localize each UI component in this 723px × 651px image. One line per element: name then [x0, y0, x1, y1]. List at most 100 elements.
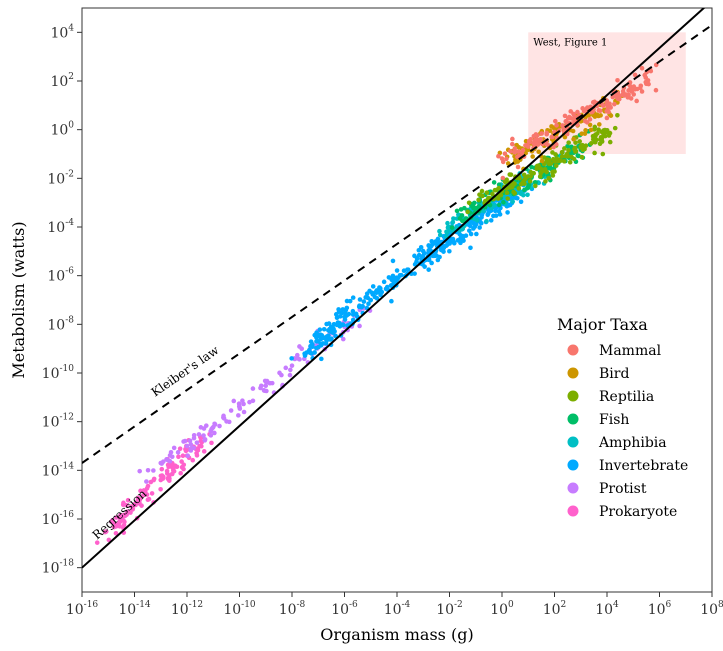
data-point: [175, 450, 181, 455]
data-point: [390, 277, 395, 283]
data-point: [450, 219, 456, 225]
data-point: [484, 190, 490, 195]
data-point: [595, 131, 600, 136]
data-point: [445, 220, 450, 226]
data-point: [117, 518, 123, 524]
data-point: [468, 231, 474, 237]
data-point: [405, 267, 410, 272]
data-point: [504, 190, 510, 196]
legend-item-amphibia: Amphibia: [567, 435, 667, 451]
data-point: [514, 142, 519, 148]
data-point: [184, 443, 190, 449]
data-point: [182, 438, 188, 444]
data-point: [340, 336, 346, 342]
data-point: [474, 231, 479, 237]
data-point: [109, 519, 114, 525]
data-point: [429, 238, 435, 244]
x-tick-label: 10-12: [171, 600, 203, 618]
data-point: [342, 317, 348, 322]
data-point: [559, 154, 565, 159]
data-point: [102, 529, 108, 535]
data-point: [383, 286, 389, 292]
y-tick-label: 10-6: [47, 267, 74, 285]
data-point: [524, 185, 530, 191]
data-point: [505, 196, 510, 201]
legend-swatch: [567, 505, 579, 517]
data-point: [518, 199, 524, 205]
y-tick-label: 10-18: [42, 559, 75, 577]
x-tick-label: 10-8: [279, 600, 306, 618]
data-point: [442, 243, 447, 249]
data-point: [389, 298, 394, 304]
data-point: [412, 262, 418, 267]
data-point: [530, 154, 535, 159]
data-point: [518, 181, 524, 187]
data-point: [458, 207, 464, 212]
data-point: [158, 486, 163, 492]
data-point: [582, 131, 588, 136]
data-point: [444, 230, 450, 235]
data-point: [287, 372, 293, 378]
data-point: [277, 370, 282, 376]
data-point: [250, 386, 256, 391]
data-point: [460, 234, 465, 240]
data-point: [329, 336, 334, 342]
data-point: [499, 156, 505, 161]
data-point: [478, 219, 483, 225]
data-point: [144, 479, 149, 484]
data-point: [231, 398, 237, 404]
data-point: [606, 109, 611, 115]
data-point: [592, 150, 597, 156]
data-point: [226, 419, 232, 425]
data-point: [312, 332, 318, 338]
x-tick-label: 10-16: [66, 600, 99, 618]
legend-swatch: [567, 367, 579, 379]
data-point: [167, 458, 173, 464]
data-point: [333, 312, 339, 317]
data-point: [551, 144, 556, 150]
data-point: [602, 133, 608, 139]
data-point: [357, 323, 362, 329]
data-point: [370, 284, 376, 289]
data-point: [264, 388, 269, 394]
y-tick-label: 100: [50, 121, 74, 139]
data-point: [577, 139, 582, 144]
data-point: [176, 454, 181, 460]
x-tick-label: 108: [700, 600, 723, 618]
data-point: [491, 213, 496, 219]
data-point: [212, 430, 217, 436]
data-point: [533, 132, 539, 137]
data-point: [426, 267, 431, 272]
data-point: [340, 322, 346, 328]
data-point: [350, 317, 356, 323]
data-point: [310, 344, 315, 350]
data-point: [177, 446, 183, 451]
data-point: [634, 98, 639, 104]
data-point: [544, 169, 549, 175]
data-point: [334, 322, 340, 328]
data-point: [194, 440, 200, 445]
data-point: [106, 537, 112, 543]
legend-swatch: [567, 436, 579, 448]
data-point: [509, 184, 515, 190]
data-point: [612, 101, 617, 107]
legend-label: Protist: [599, 481, 647, 497]
legend-label: Prokaryote: [599, 504, 677, 520]
data-point: [491, 180, 497, 185]
data-point: [201, 449, 207, 454]
data-point: [324, 334, 330, 339]
data-point: [381, 279, 387, 285]
data-point: [164, 457, 169, 462]
data-point: [465, 209, 470, 215]
data-point: [554, 156, 560, 162]
data-point: [525, 192, 530, 198]
data-point: [546, 161, 552, 167]
data-point: [493, 208, 498, 214]
data-point: [196, 432, 202, 437]
x-tick-label: 10-4: [384, 600, 411, 618]
data-point: [283, 365, 289, 371]
data-point: [397, 272, 403, 278]
data-point: [550, 156, 556, 162]
data-point: [505, 210, 510, 215]
data-point: [521, 172, 527, 178]
